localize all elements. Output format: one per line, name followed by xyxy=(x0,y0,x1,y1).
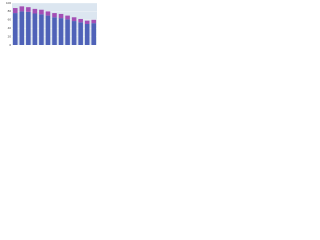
y-tick-label: 0 xyxy=(9,43,11,47)
bar-segment xyxy=(84,20,90,24)
bar-segment xyxy=(19,11,25,45)
bar-segment xyxy=(26,7,31,12)
bar-segment xyxy=(45,15,51,45)
y-tick-label: 100 xyxy=(6,1,11,5)
bar-segment xyxy=(84,24,90,45)
y-tick-label: 20 xyxy=(8,34,12,38)
bar-segment xyxy=(12,8,18,14)
bar-segment xyxy=(39,9,44,15)
bar-segment xyxy=(78,22,83,45)
bar-segment xyxy=(12,13,18,45)
bar-segment xyxy=(52,17,57,45)
bar-segment xyxy=(71,21,77,45)
bar-segment xyxy=(65,19,70,45)
bar-segment xyxy=(91,23,97,45)
bar-segment xyxy=(39,14,44,45)
bar-segment xyxy=(19,6,25,12)
bar-segment xyxy=(71,17,77,22)
bar-segment xyxy=(45,11,51,16)
bar-segment xyxy=(78,18,83,23)
bar-segment xyxy=(58,18,64,45)
bar-segment xyxy=(52,13,57,18)
bar-segment xyxy=(58,13,64,19)
y-tick-label: 60 xyxy=(8,18,12,22)
bar-segment xyxy=(32,8,38,14)
bar-segment xyxy=(32,13,38,45)
bar-segment xyxy=(91,19,97,24)
bar-segment xyxy=(65,15,70,20)
chart: 0 20 40 60 80 100 xyxy=(6,1,97,47)
y-tick-label: 40 xyxy=(8,26,12,30)
y-tick-label: 80 xyxy=(8,9,12,13)
bar-segment xyxy=(26,11,31,45)
